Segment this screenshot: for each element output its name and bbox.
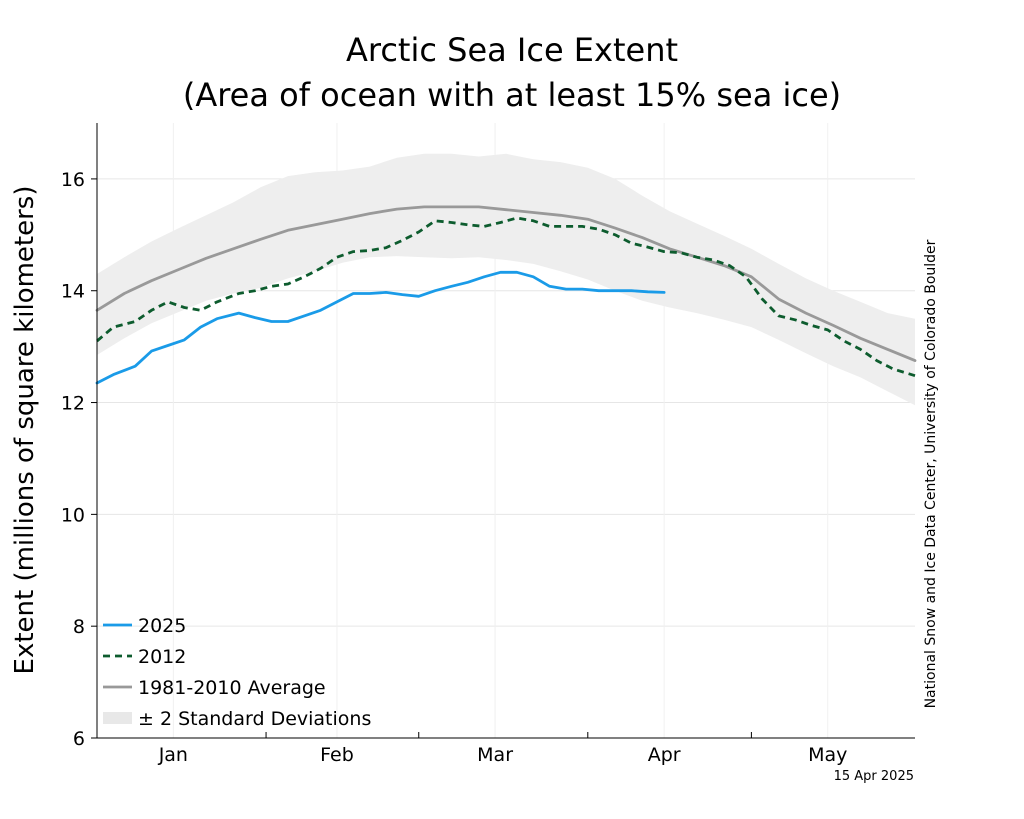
series-line-2025 <box>95 270 666 385</box>
x-month-label: May <box>808 744 847 766</box>
y-tick-label: 6 <box>73 728 85 750</box>
std-dev-band-layer <box>97 153 915 406</box>
y-tick-label: 10 <box>61 504 85 526</box>
chart-title: Arctic Sea Ice Extent <box>346 31 678 69</box>
x-month-label: Feb <box>320 744 354 766</box>
x-month-label: Mar <box>477 744 513 766</box>
legend-label: 2012 <box>138 646 186 668</box>
std-dev-band <box>97 153 915 406</box>
x-month-label: Apr <box>648 744 681 766</box>
axes: 6 8 10 12 14 16 Jan Feb Mar Apr May <box>61 123 915 766</box>
legend-label: ± 2 Standard Deviations <box>138 708 371 730</box>
chart-subtitle: (Area of ocean with at least 15% sea ice… <box>183 76 841 114</box>
series-line-2012 <box>96 216 916 378</box>
legend-label: 1981-2010 Average <box>138 677 326 699</box>
y-tick-label: 12 <box>61 393 85 415</box>
credit-text: National Snow and Ice Data Center, Unive… <box>923 239 939 708</box>
y-tick-label: 14 <box>61 281 85 303</box>
legend-label: 2025 <box>138 615 186 637</box>
date-stamp: 15 Apr 2025 <box>834 769 914 784</box>
x-month-label: Jan <box>158 744 188 766</box>
series-layer <box>95 205 917 385</box>
y-tick-label: 8 <box>73 616 85 638</box>
y-axis-label: Extent (millions of square kilometers) <box>10 186 40 675</box>
legend: 2025 2012 1981-2010 Average ± 2 Standard De… <box>103 615 371 730</box>
legend-swatch-band <box>103 712 132 724</box>
series-line-1981-2010-average <box>95 205 917 362</box>
y-tick-label: 16 <box>61 169 85 191</box>
